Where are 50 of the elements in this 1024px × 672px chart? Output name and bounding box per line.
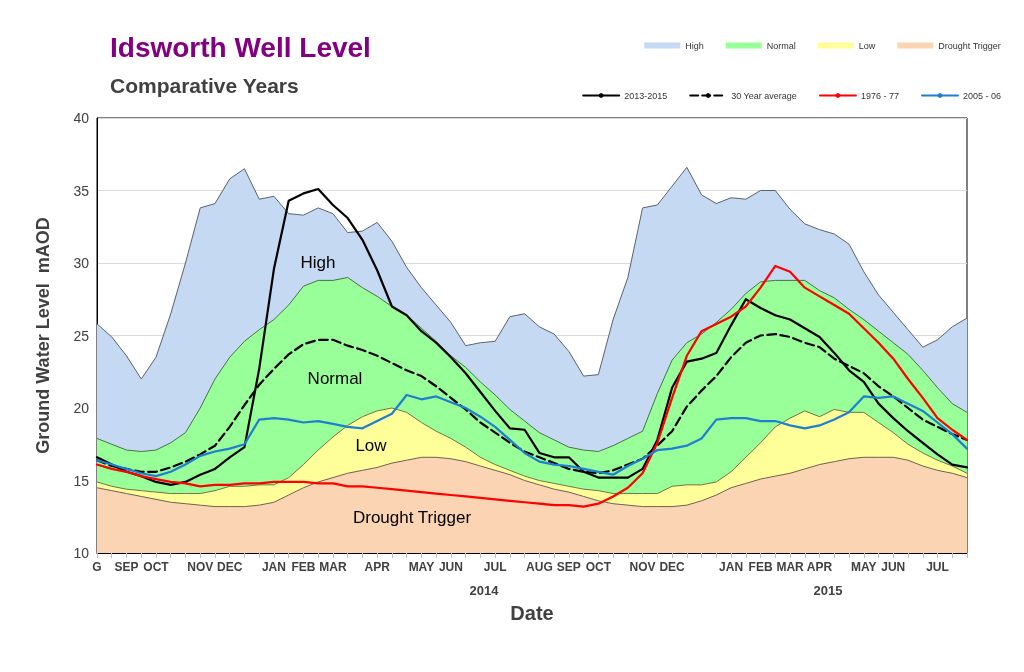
legend-label: 2013-2015 <box>624 90 668 101</box>
x-tick-label: NOV <box>187 560 214 574</box>
x-tick-label: FEB <box>748 560 773 574</box>
y-tick-label: 20 <box>73 400 90 416</box>
x-tick-label: APR <box>806 560 833 574</box>
legend-label: High <box>685 40 704 51</box>
x-tick-label: JUL <box>483 560 507 574</box>
x-tick-label: SEP <box>556 560 581 574</box>
legend-label: 1976 - 77 <box>860 90 899 101</box>
x-tick-label: JAN <box>261 560 286 574</box>
legend-label: Normal <box>766 40 796 51</box>
annotation: Low <box>355 435 388 455</box>
x-tick-label: JAN <box>719 560 744 574</box>
annotation: High <box>300 252 336 272</box>
y-tick-label: 10 <box>73 545 90 561</box>
line-series <box>95 393 969 478</box>
x-tick-label: APR <box>364 560 391 574</box>
x-tick-label: JUL <box>926 560 949 574</box>
legend-label: 2005 - 06 <box>962 90 1001 101</box>
x-tick-label: MAR <box>319 560 347 574</box>
x-tick-label: OCT <box>143 560 170 574</box>
legend-label: 30 Year average <box>731 90 797 101</box>
x-tick-label: OCT <box>585 560 612 574</box>
x-tick-label: DEC <box>659 560 686 574</box>
chart-subtitle: Comparative Years <box>110 74 299 97</box>
x-tick-label: SEP <box>114 560 139 574</box>
chart-title: Idsworth Well Level <box>110 31 371 63</box>
annotation: Normal <box>307 368 363 388</box>
y-tick-label: 40 <box>73 110 90 126</box>
x-axis-title: Date <box>510 602 554 624</box>
legend-label: Low <box>858 40 876 51</box>
x-tick-label: MAY <box>850 560 877 574</box>
x-tick-label: MAY <box>408 560 435 574</box>
x-tick-label: G <box>92 560 102 574</box>
x-tick-label: NOV <box>629 560 656 574</box>
text: 2014 <box>469 582 500 598</box>
annotation: Drought Trigger <box>352 507 472 527</box>
y-axis-title: Ground Water Level mAOD <box>33 217 53 454</box>
y-tick-label: 30 <box>73 255 90 271</box>
x-tick-label: JUN <box>438 560 463 574</box>
x-tick-label: JUN <box>881 560 906 574</box>
x-tick-label: AUG <box>526 560 553 574</box>
y-tick-label: 25 <box>73 327 90 344</box>
y-tick-label: 35 <box>73 182 90 199</box>
y-tick-label: 15 <box>73 472 90 489</box>
x-tick-label: MAR <box>776 560 805 574</box>
x-tick-label: FEB <box>291 560 316 574</box>
text: 2015 <box>813 582 843 598</box>
x-tick-label: DEC <box>217 560 243 574</box>
legend-label: Drought Trigger <box>938 40 1001 51</box>
